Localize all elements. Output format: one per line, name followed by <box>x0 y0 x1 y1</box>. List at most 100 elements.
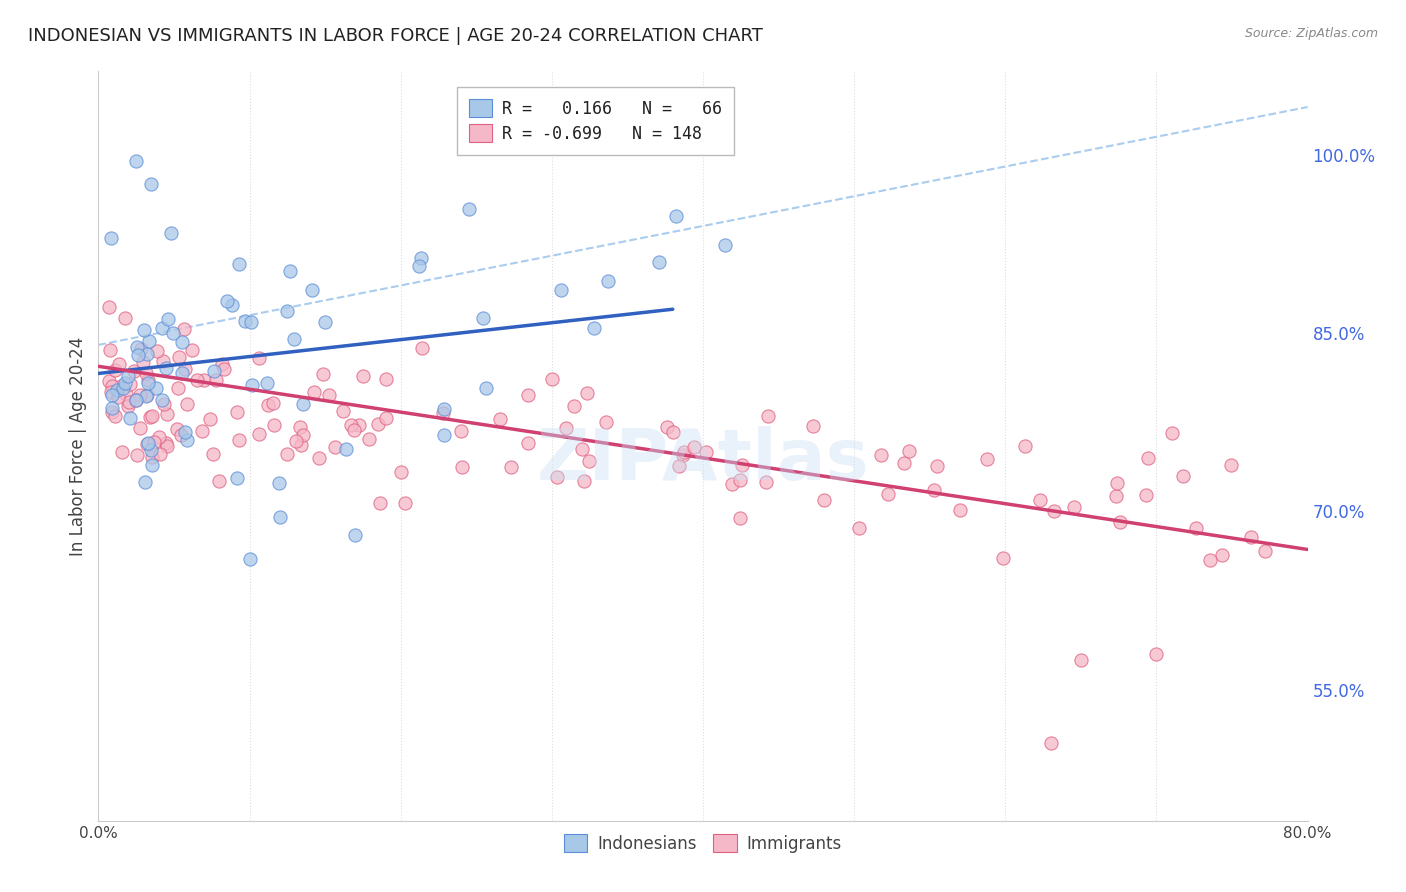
Point <box>100 231 122 245</box>
Point <box>233 314 256 328</box>
Point <box>132 355 155 369</box>
Point <box>949 503 972 517</box>
Point <box>127 348 149 362</box>
Point <box>578 454 600 468</box>
Point <box>136 436 159 450</box>
Point <box>114 310 136 325</box>
Point <box>375 372 398 386</box>
Point <box>128 388 150 402</box>
Point <box>114 376 136 390</box>
Point <box>141 458 163 472</box>
Point <box>394 496 416 510</box>
Point <box>648 255 671 269</box>
Point <box>104 409 127 423</box>
Point <box>127 448 149 462</box>
Point <box>554 420 576 434</box>
Point <box>347 418 370 433</box>
Point <box>111 381 134 395</box>
Point <box>152 321 174 335</box>
Point <box>101 379 124 393</box>
Point <box>170 428 193 442</box>
Point <box>104 363 127 377</box>
Point <box>755 475 778 489</box>
Point <box>263 418 285 433</box>
Point <box>278 264 301 278</box>
Point <box>870 448 893 462</box>
Point <box>125 340 148 354</box>
Point <box>472 310 495 325</box>
Point <box>118 377 141 392</box>
Point <box>1254 544 1277 558</box>
Point <box>202 364 225 378</box>
Text: ZIPAtlas: ZIPAtlas <box>537 426 869 495</box>
Point <box>162 326 184 340</box>
Point <box>98 300 121 314</box>
Point <box>176 433 198 447</box>
Point <box>202 447 225 461</box>
Point <box>156 439 179 453</box>
Point <box>409 252 432 266</box>
Point <box>458 202 481 216</box>
Point <box>100 343 122 357</box>
Point <box>239 552 262 566</box>
Point <box>344 528 367 542</box>
Point <box>583 320 606 334</box>
Point <box>276 446 298 460</box>
Point <box>1161 426 1184 441</box>
Point <box>118 394 141 409</box>
Point <box>340 417 363 432</box>
Point <box>125 392 148 407</box>
Point <box>314 315 336 329</box>
Point <box>256 376 278 390</box>
Point <box>1070 653 1092 667</box>
Point <box>595 415 617 429</box>
Point <box>540 372 562 386</box>
Point <box>288 419 311 434</box>
Point <box>174 425 197 439</box>
Point <box>389 465 412 479</box>
Point <box>671 448 693 462</box>
Point <box>1184 521 1206 535</box>
Point <box>893 456 915 470</box>
Point <box>107 357 129 371</box>
Point <box>1042 504 1064 518</box>
Point <box>728 511 751 525</box>
Point <box>156 407 179 421</box>
Point <box>101 401 124 416</box>
Point <box>292 396 315 410</box>
Point <box>150 393 173 408</box>
Point <box>125 392 148 407</box>
Point <box>308 450 330 465</box>
Point <box>181 343 204 358</box>
Point <box>898 444 921 458</box>
Point <box>285 434 308 449</box>
Point <box>105 383 128 397</box>
Point <box>155 435 177 450</box>
Point <box>129 342 152 356</box>
Point <box>170 335 193 350</box>
Point <box>173 361 195 376</box>
Point <box>1171 468 1194 483</box>
Point <box>129 421 152 435</box>
Point <box>139 442 162 457</box>
Point <box>132 323 155 337</box>
Point <box>596 274 619 288</box>
Point <box>993 550 1015 565</box>
Point <box>489 412 512 426</box>
Point <box>574 474 596 488</box>
Point <box>215 293 238 308</box>
Point <box>198 412 221 426</box>
Point <box>125 153 148 168</box>
Point <box>136 376 159 391</box>
Point <box>302 384 325 399</box>
Point <box>267 476 290 491</box>
Point <box>135 347 157 361</box>
Point <box>714 237 737 252</box>
Point <box>475 381 498 395</box>
Point <box>683 441 706 455</box>
Point <box>205 373 228 387</box>
Point <box>142 434 165 449</box>
Point <box>276 304 298 318</box>
Point <box>117 369 139 384</box>
Point <box>101 388 124 402</box>
